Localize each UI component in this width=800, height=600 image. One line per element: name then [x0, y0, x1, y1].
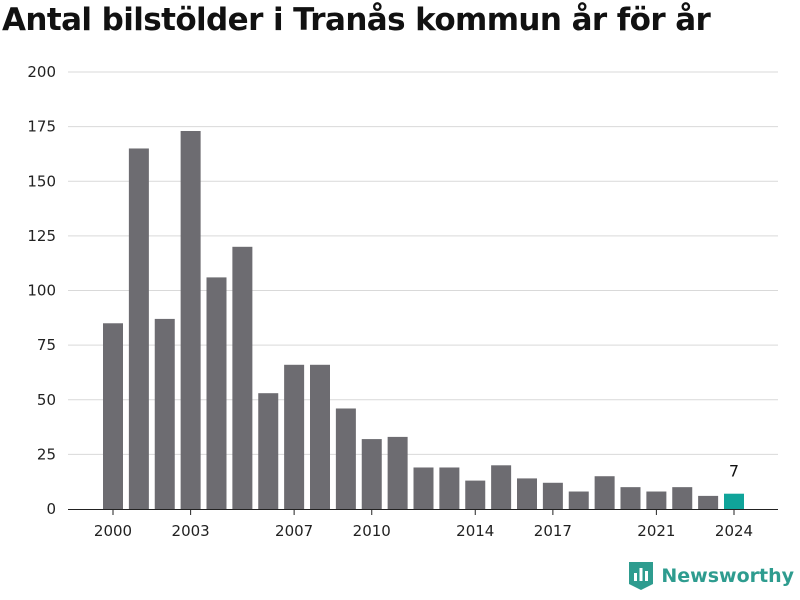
bar-2024	[724, 493, 744, 509]
bar-2008	[310, 364, 330, 509]
y-tick-label: 175	[27, 118, 56, 136]
bar-2013	[439, 467, 460, 509]
y-tick-label: 25	[37, 445, 56, 463]
bar-2019	[594, 476, 615, 509]
bar-2020	[620, 487, 641, 509]
bar-2018	[568, 491, 589, 509]
bar-2006	[258, 393, 279, 509]
x-tick-label: 2024	[715, 522, 753, 540]
x-tick-label: 2021	[637, 522, 675, 540]
x-tick-label: 2000	[94, 522, 132, 540]
brand-name: Newsworthy	[661, 565, 794, 587]
bar-2005	[232, 246, 253, 510]
bars	[103, 130, 744, 510]
x-axis: 2000 2003 2007 2010 2014 2017 2021 2024	[68, 509, 778, 540]
bar-2004	[206, 277, 227, 509]
bar-2014	[465, 480, 486, 509]
bar-2021	[646, 491, 667, 509]
bar-2002	[154, 318, 175, 509]
y-tick-label: 200	[27, 63, 56, 81]
bar-2000	[103, 323, 123, 509]
highlight-value-label: 7	[729, 462, 739, 481]
x-tick-label: 2007	[275, 522, 313, 540]
y-tick-label: 150	[27, 172, 56, 190]
chart-title: Antal bilstölder i Tranås kommun år för …	[2, 2, 711, 38]
y-tick-label: 125	[27, 227, 56, 245]
bar-2003	[180, 130, 201, 509]
x-tick-label: 2010	[353, 522, 391, 540]
bar-2017	[542, 482, 563, 509]
y-tick-label: 100	[27, 282, 56, 300]
x-tick-label: 2003	[172, 522, 210, 540]
y-tick-label: 0	[46, 500, 56, 518]
brand-logo: Newsworthy	[629, 562, 794, 590]
bar-2001	[128, 148, 149, 509]
x-tick-label: 2014	[456, 522, 494, 540]
bar-2012	[413, 467, 434, 509]
bar-2007	[284, 364, 305, 509]
x-tick-label: 2017	[534, 522, 572, 540]
data-labels: 7	[729, 462, 739, 481]
bar-2015	[491, 465, 512, 509]
bar-2009	[335, 408, 356, 509]
bar-2011	[387, 436, 408, 509]
bar-2016	[517, 478, 537, 509]
y-tick-label: 50	[37, 391, 56, 409]
newsworthy-logo-icon	[629, 562, 654, 590]
bar-2010	[361, 439, 382, 509]
y-axis-ticks: 0 25 50 75 100 125 150 175 200	[27, 63, 56, 518]
y-tick-label: 75	[37, 336, 56, 354]
bar-2022	[672, 487, 693, 509]
bar-2023	[698, 495, 719, 509]
